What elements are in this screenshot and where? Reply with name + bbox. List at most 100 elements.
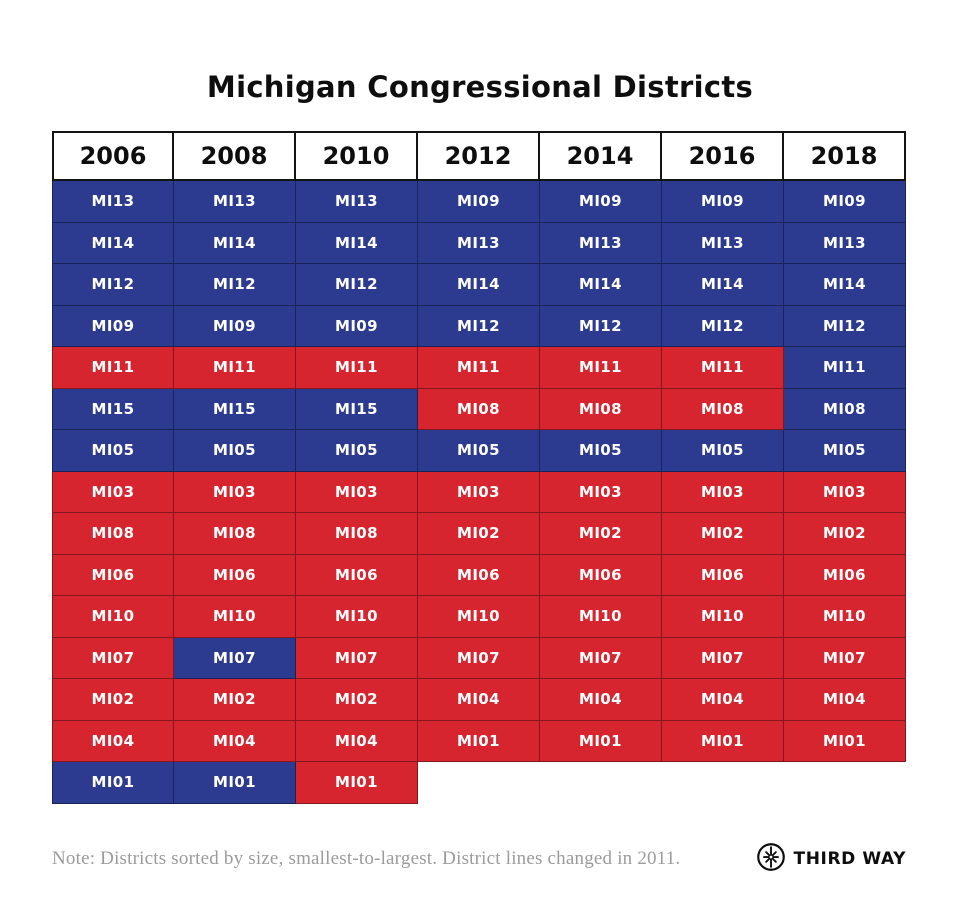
district-cell: MI13 (296, 181, 418, 223)
district-cell: MI02 (52, 679, 174, 721)
district-cell: MI11 (662, 347, 784, 389)
footer: Note: Districts sorted by size, smallest… (52, 842, 906, 876)
empty-cell (784, 762, 906, 804)
district-cell: MI05 (296, 430, 418, 472)
district-cell: MI12 (418, 305, 540, 347)
district-cell: MI08 (784, 388, 906, 430)
district-cell: MI07 (418, 637, 540, 679)
district-cell: MI08 (296, 513, 418, 555)
district-cell: MI06 (296, 554, 418, 596)
compass-star-icon (756, 842, 786, 876)
district-cell: MI02 (784, 513, 906, 555)
district-cell: MI05 (174, 430, 296, 472)
district-cell: MI01 (662, 720, 784, 762)
district-cell: MI13 (784, 222, 906, 264)
district-cell: MI06 (418, 554, 540, 596)
district-cell: MI02 (662, 513, 784, 555)
year-header-2012: 2012 (418, 131, 540, 181)
district-cell: MI14 (296, 222, 418, 264)
district-cell: MI03 (784, 471, 906, 513)
district-cell: MI03 (296, 471, 418, 513)
district-cell: MI11 (174, 347, 296, 389)
district-cell: MI05 (540, 430, 662, 472)
district-cell: MI06 (784, 554, 906, 596)
district-cell: MI09 (174, 305, 296, 347)
district-cell: MI13 (540, 222, 662, 264)
year-header-2018: 2018 (784, 131, 906, 181)
district-cell: MI03 (540, 471, 662, 513)
year-header-2006: 2006 (52, 131, 174, 181)
district-cell: MI14 (784, 264, 906, 306)
district-cell: MI14 (418, 264, 540, 306)
district-cell: MI13 (52, 181, 174, 223)
district-cell: MI06 (52, 554, 174, 596)
district-cell: MI04 (662, 679, 784, 721)
district-cell: MI08 (540, 388, 662, 430)
district-cell: MI05 (784, 430, 906, 472)
footnote: Note: Districts sorted by size, smallest… (52, 848, 681, 869)
district-cell: MI01 (540, 720, 662, 762)
district-cell: MI04 (52, 720, 174, 762)
third-way-brand: THIRD WAY (756, 842, 907, 876)
page-title: Michigan Congressional Districts (206, 70, 754, 104)
year-header-2008: 2008 (174, 131, 296, 181)
empty-cell (540, 762, 662, 804)
district-cell: MI02 (540, 513, 662, 555)
district-cell: MI02 (418, 513, 540, 555)
year-header-2016: 2016 (662, 131, 784, 181)
district-cell: MI01 (296, 762, 418, 804)
district-cell: MI08 (52, 513, 174, 555)
district-cell: MI02 (296, 679, 418, 721)
district-cell: MI03 (174, 471, 296, 513)
district-cell: MI14 (52, 222, 174, 264)
district-cell: MI08 (662, 388, 784, 430)
district-cell: MI10 (174, 596, 296, 638)
district-cell: MI11 (418, 347, 540, 389)
district-cell: MI12 (52, 264, 174, 306)
district-cell: MI12 (662, 305, 784, 347)
district-cell: MI10 (52, 596, 174, 638)
district-cell: MI07 (296, 637, 418, 679)
district-cell: MI05 (662, 430, 784, 472)
district-cell: MI07 (662, 637, 784, 679)
district-cell: MI03 (418, 471, 540, 513)
district-cell: MI05 (418, 430, 540, 472)
year-header-2014: 2014 (540, 131, 662, 181)
district-cell: MI04 (296, 720, 418, 762)
district-cell: MI10 (784, 596, 906, 638)
district-cell: MI07 (540, 637, 662, 679)
district-cell: MI05 (52, 430, 174, 472)
district-cell: MI03 (52, 471, 174, 513)
district-cell: MI13 (662, 222, 784, 264)
brand-name: THIRD WAY (793, 849, 906, 869)
district-cell: MI15 (174, 388, 296, 430)
district-cell: MI13 (418, 222, 540, 264)
empty-cell (662, 762, 784, 804)
district-cell: MI14 (662, 264, 784, 306)
district-cell: MI08 (174, 513, 296, 555)
district-cell: MI01 (174, 762, 296, 804)
district-cell: MI01 (784, 720, 906, 762)
district-cell: MI09 (540, 181, 662, 223)
district-cell: MI04 (174, 720, 296, 762)
district-cell: MI12 (174, 264, 296, 306)
district-cell: MI08 (418, 388, 540, 430)
district-cell: MI11 (52, 347, 174, 389)
district-cell: MI09 (418, 181, 540, 223)
district-cell: MI04 (784, 679, 906, 721)
district-cell: MI11 (296, 347, 418, 389)
district-cell: MI02 (174, 679, 296, 721)
district-cell: MI06 (662, 554, 784, 596)
district-cell: MI12 (296, 264, 418, 306)
district-cell: MI04 (540, 679, 662, 721)
district-cell: MI11 (540, 347, 662, 389)
district-cell: MI03 (662, 471, 784, 513)
district-cell: MI10 (296, 596, 418, 638)
district-cell: MI14 (540, 264, 662, 306)
district-cell: MI11 (784, 347, 906, 389)
district-cell: MI09 (52, 305, 174, 347)
district-cell: MI01 (52, 762, 174, 804)
district-cell: MI09 (784, 181, 906, 223)
district-cell: MI07 (52, 637, 174, 679)
